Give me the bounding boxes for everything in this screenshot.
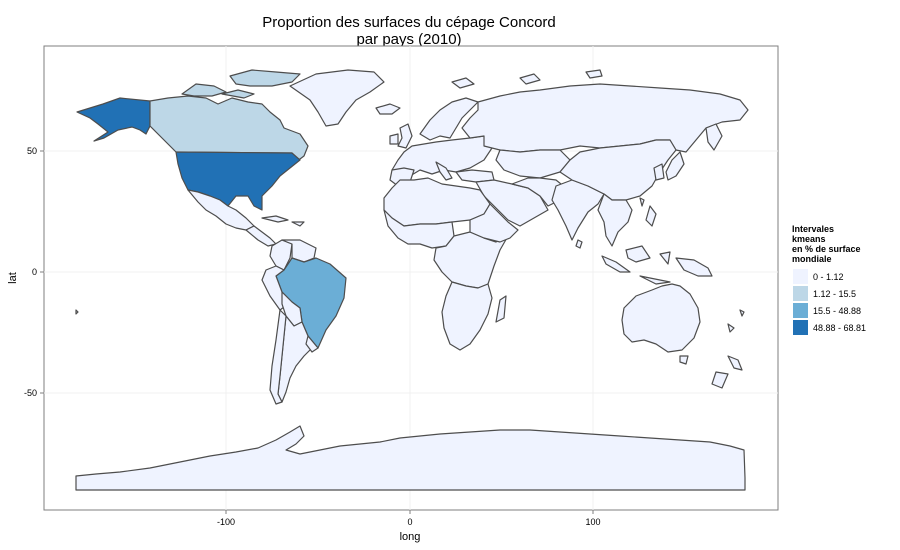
x-tick-label: 100 [585, 517, 600, 527]
kamchatka [705, 123, 723, 151]
legend-key: 1.12 - 15.5 [792, 285, 900, 302]
country-ireland [389, 133, 399, 145]
southern-africa [441, 281, 493, 351]
scandinavia [419, 97, 479, 141]
x-tick-label: -100 [217, 517, 235, 527]
legend-key: 15.5 - 48.88 [792, 302, 900, 319]
legend-key: 48.88 - 68.81 [792, 319, 900, 336]
country-uruguay [305, 335, 319, 353]
country-australia [621, 283, 701, 353]
pacific-islands [75, 309, 745, 333]
axis-ticks [40, 150, 594, 514]
title-line-2: par pays (2010) [356, 31, 462, 48]
caribbean-islands [261, 215, 305, 227]
country-madagascar [495, 295, 507, 323]
y-axis-title: lat [7, 272, 19, 284]
legend-swatch [792, 319, 809, 336]
country-usa-alaska [76, 97, 151, 142]
countries [75, 69, 749, 491]
legend-key: 0 - 1.12 [792, 268, 900, 285]
legend-label: 1.12 - 15.5 [813, 288, 857, 299]
new-guinea [675, 257, 713, 277]
country-chile [269, 309, 287, 405]
country-newzealand [711, 355, 743, 389]
legend: Intervales kmeans en % de surface mondia… [792, 224, 900, 336]
arctic-islands-east [451, 69, 603, 89]
y-tick-label: -50 [24, 388, 37, 398]
tasmania [679, 355, 689, 365]
central-america [245, 225, 277, 247]
southeast-asia [597, 193, 633, 247]
country-indonesia [601, 245, 671, 285]
country-japan [665, 151, 685, 181]
canada-arctic-islands [181, 69, 301, 99]
x-axis-title: long [400, 531, 421, 543]
legend-swatch [792, 285, 809, 302]
country-uk [397, 123, 413, 149]
country-greenland [289, 69, 385, 127]
legend-label: 15.5 - 48.88 [813, 305, 862, 316]
country-italy [435, 161, 453, 181]
east-africa-horn [469, 203, 519, 243]
legend-swatch [792, 268, 809, 285]
legend-title: Intervales kmeans en % de surface mondia… [792, 224, 861, 264]
country-srilanka [575, 239, 583, 249]
legend-label: 0 - 1.12 [813, 271, 844, 282]
central-africa [433, 231, 509, 289]
country-iceland [375, 103, 401, 115]
y-tick-label: 50 [27, 146, 37, 156]
legend-swatch [792, 302, 809, 319]
map-title: Proportion des surfaces du cépage Concor… [0, 14, 818, 48]
legend-label: 48.88 - 68.81 [813, 322, 867, 333]
y-tick-label: 0 [32, 267, 37, 277]
antarctica [75, 425, 746, 491]
x-tick-label: 0 [407, 517, 412, 527]
philippines [639, 197, 657, 227]
title-line-1: Proportion des surfaces du cépage Concor… [262, 14, 556, 31]
middle-east [475, 179, 549, 227]
korea [653, 163, 665, 181]
